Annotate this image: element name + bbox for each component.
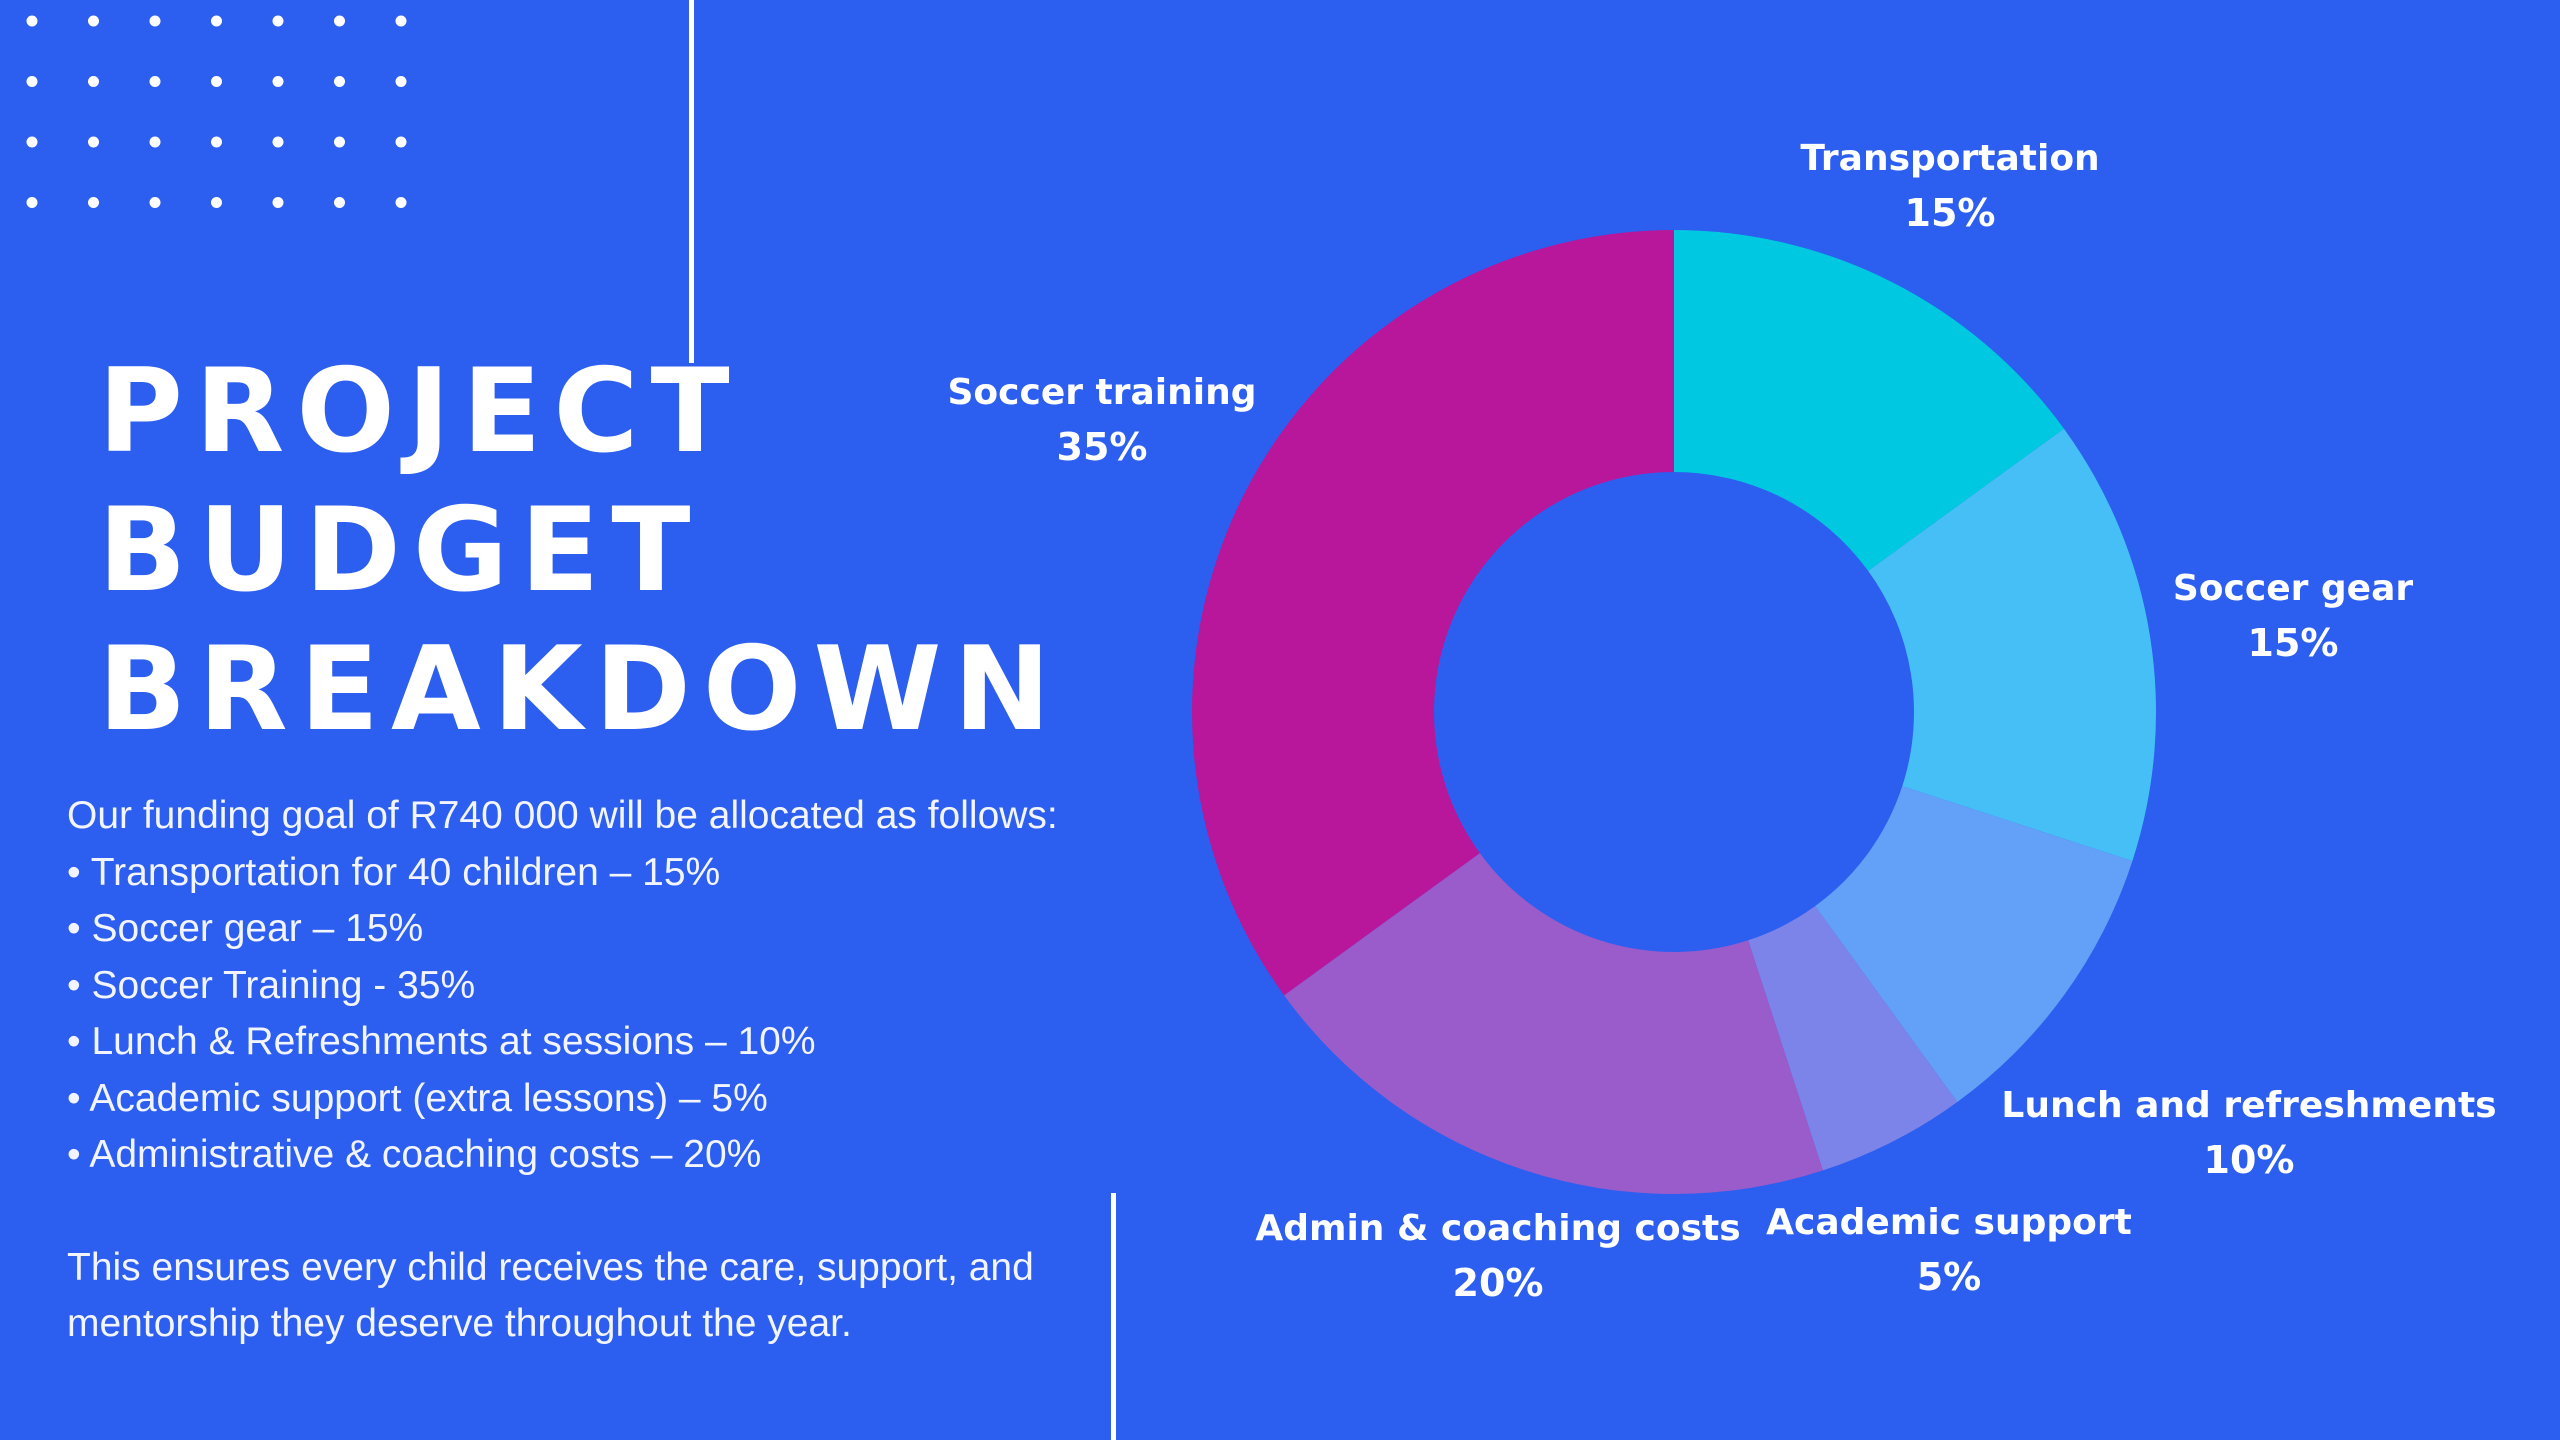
decorative-dot	[334, 76, 345, 87]
decorative-dot	[26, 136, 38, 148]
donut-slice-soccer-gear	[1868, 428, 2156, 861]
slice-label-admin-coaching-costs: Admin & coaching costs	[1255, 1208, 1740, 1249]
decorative-dot	[149, 197, 161, 208]
decorative-dot	[395, 197, 407, 208]
decorative-dot	[211, 76, 222, 87]
donut-slice-admin-coaching-costs	[1284, 853, 1823, 1195]
decorative-dot	[88, 136, 99, 148]
decorative-dot	[149, 76, 161, 87]
allocation-item-soccer-training: • Soccer Training - 35%	[67, 963, 476, 1007]
decorative-dot	[272, 136, 284, 148]
donut-slice-transportation	[1674, 230, 2064, 571]
slice-label-academic-support: Academic support	[1766, 1202, 2132, 1243]
decorative-dot	[149, 136, 161, 148]
divider-line-bottom	[1111, 1193, 1116, 1440]
decorative-dot-grid	[26, 15, 407, 208]
decorative-dot	[272, 15, 284, 27]
slice-value-academic-support: 5%	[1917, 1255, 1982, 1299]
decorative-dot	[395, 136, 407, 148]
allocation-item-admin-coaching: • Administrative & coaching costs – 20%	[67, 1133, 762, 1176]
decorative-dot	[334, 136, 345, 148]
slice-label-soccer-gear: Soccer gear	[2173, 568, 2414, 609]
decorative-dot	[272, 76, 284, 87]
decorative-dot	[88, 197, 99, 208]
decorative-dot	[334, 15, 345, 27]
allocation-item-lunch: • Lunch & Refreshments at sessions – 10%	[67, 1020, 816, 1063]
decorative-dot	[26, 197, 38, 208]
donut-slice-lunch-and-refreshments	[1815, 786, 2133, 1102]
closing-statement: This ensures every child receives the ca…	[67, 1245, 1034, 1346]
decorative-dot	[88, 15, 99, 27]
allocation-item-transportation: • Transportation for 40 children – 15%	[67, 850, 721, 894]
decorative-dot	[26, 15, 38, 27]
funding-intro: Our funding goal of R740 000 will be all…	[67, 794, 1058, 837]
allocation-list: • Transportation for 40 children – 15% •…	[67, 845, 1107, 1184]
decorative-dot	[395, 15, 407, 27]
donut-slice-academic-support	[1748, 906, 1958, 1171]
divider-line-top	[689, 0, 694, 363]
slice-value-soccer-gear: 15%	[2248, 621, 2339, 665]
decorative-dot	[149, 15, 161, 27]
decorative-dot	[272, 197, 284, 208]
decorative-dot	[211, 197, 222, 208]
decorative-dot	[88, 76, 99, 87]
slice-value-soccer-training: 35%	[1057, 425, 1148, 469]
decorative-dot	[211, 15, 222, 27]
decorative-dot	[26, 76, 38, 87]
slice-value-admin-coaching-costs: 20%	[1453, 1261, 1544, 1305]
slice-label-lunch-and-refreshments: Lunch and refreshments	[2001, 1085, 2496, 1126]
decorative-dot	[395, 76, 407, 87]
allocation-item-academic-support: • Academic support (extra lessons) – 5%	[67, 1076, 768, 1120]
donut-slice-soccer-training	[1192, 230, 1674, 996]
slice-value-transportation: 15%	[1905, 191, 1996, 235]
page-title: PROJECT BUDGET BREAKDOWN	[98, 344, 1063, 757]
budget-description: Our funding goal of R740 000 will be all…	[67, 788, 1107, 1353]
allocation-item-soccer-gear: • Soccer gear – 15%	[67, 907, 424, 950]
slice-label-transportation: Transportation	[1800, 138, 2099, 179]
decorative-dot	[334, 197, 345, 208]
decorative-dot	[211, 136, 222, 148]
slice-value-lunch-and-refreshments: 10%	[2204, 1138, 2295, 1182]
slice-label-soccer-training: Soccer training	[947, 372, 1256, 413]
